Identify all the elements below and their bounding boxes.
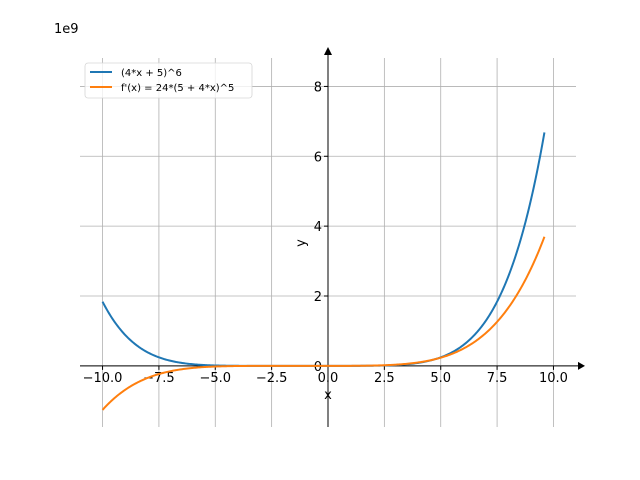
x-tick-label: 10.0 [539, 371, 568, 386]
y-tick-label: 0 [314, 360, 322, 375]
legend-box [84, 62, 253, 99]
y-tick-label: 4 [314, 220, 322, 235]
legend-label-2: f'(x) = 24*(5 + 4*x)^5 [121, 83, 234, 94]
x-tick-label: 7.5 [487, 371, 508, 386]
y-tick-label: 2 [314, 290, 322, 305]
series-lines [101, 132, 546, 411]
y-tick-label: 8 [314, 80, 322, 95]
x-tick-label: 5.0 [430, 371, 451, 386]
y-tick-label: 6 [314, 150, 322, 165]
legend-label-1: (4*x + 5)^6 [121, 68, 182, 79]
x-tick-label: −10.0 [83, 371, 123, 386]
y-axis-label: y [294, 239, 309, 247]
x-tick-label: −7.5 [143, 371, 175, 386]
series-line-2 [101, 236, 546, 411]
x-axis-arrow [578, 361, 585, 370]
x-tick-label: −5.0 [199, 371, 231, 386]
tick-labels: −10.0 −7.5 −5.0 −2.5 0.0 2.5 5.0 7.5 10.0 0 2 4 6 8 [83, 80, 568, 385]
x-tick-label: −2.5 [256, 371, 288, 386]
x-tick-label: 0.0 [318, 371, 339, 386]
x-tick-label: 2.5 [374, 371, 395, 386]
y-axis-arrow [324, 47, 332, 55]
legend: (4*x + 5)^6 f'(x) = 24*(5 + 4*x)^5 [84, 62, 253, 99]
series-line-1 [101, 132, 546, 367]
y-offset-label: 1e9 [54, 22, 79, 37]
x-axis-label: x [324, 388, 332, 403]
